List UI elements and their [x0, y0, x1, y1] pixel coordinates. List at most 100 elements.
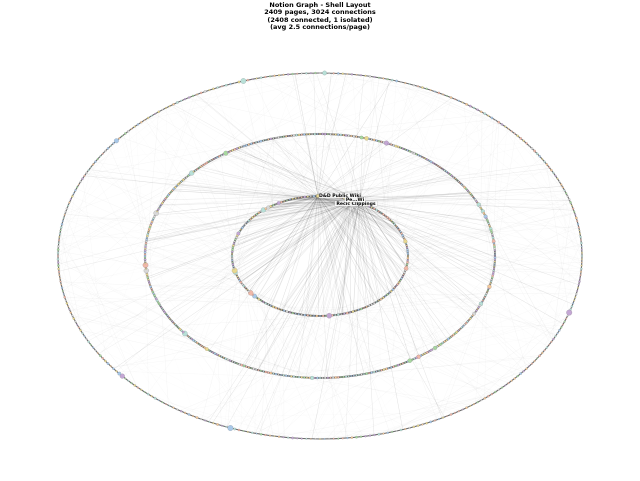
graph-edge: [359, 198, 407, 267]
graph-node: [487, 114, 490, 117]
graph-node: [332, 437, 335, 440]
graph-node: [401, 362, 404, 365]
graph-node: [289, 198, 291, 201]
graph-edge: [359, 198, 496, 258]
graph-edge: [341, 201, 351, 315]
graph-node: [576, 220, 579, 223]
graph-node: [355, 374, 358, 377]
graph-node: [240, 228, 242, 231]
graph-node: [290, 134, 293, 137]
graph-edge: [317, 163, 547, 197]
graph-edge: [154, 113, 293, 200]
graph-edge: [349, 201, 448, 340]
graph-node: [459, 181, 461, 184]
graph-node: [96, 158, 99, 160]
graph-node: [72, 317, 75, 320]
graph-node: [146, 392, 150, 396]
graph-edge: [359, 177, 455, 200]
graph-edge: [404, 195, 472, 274]
graph-node: [446, 415, 448, 417]
graph-node: [484, 294, 487, 297]
graph-node: [223, 150, 229, 156]
graph-edge: [252, 313, 347, 369]
graph-node: [440, 167, 442, 169]
graph-node: [580, 270, 582, 273]
graph-node: [283, 200, 285, 202]
graph-edge: [257, 201, 351, 370]
graph-node: [68, 308, 71, 311]
graph-edge: [323, 133, 351, 203]
graph-edge: [266, 195, 319, 304]
graph-edge: [60, 166, 92, 283]
graph-node: [400, 81, 402, 83]
graph-edge: [381, 370, 454, 414]
graph-edge: [205, 315, 309, 421]
graph-node: [257, 297, 261, 301]
graph-node: [275, 203, 277, 205]
graph-node: [269, 304, 272, 307]
graph-edge: [160, 196, 304, 207]
graph-edge: [203, 311, 354, 421]
graph-node: [178, 327, 182, 331]
graph-edge: [359, 162, 433, 200]
graph-edge: [239, 147, 319, 197]
graph-node: [397, 145, 400, 149]
graph-node: [337, 437, 340, 440]
graph-node: [579, 232, 581, 235]
graph-edge: [90, 166, 238, 278]
graph-edge: [249, 198, 361, 293]
graph-node: [272, 137, 275, 140]
graph-edge: [529, 145, 570, 200]
graph-node: [104, 359, 107, 363]
graph-node: [485, 292, 488, 295]
graph-edge: [432, 162, 571, 202]
graph-edge: [465, 188, 551, 344]
graph-edge: [245, 145, 290, 200]
graph-edge: [307, 297, 384, 316]
graph-node: [112, 367, 115, 370]
graph-node: [483, 296, 486, 299]
graph-edge: [60, 230, 82, 332]
graph-node: [106, 147, 110, 150]
graph-node: [382, 368, 386, 371]
graph-node: [536, 357, 538, 360]
graph-node: [177, 326, 180, 329]
graph-node: [171, 320, 174, 323]
graph-edge: [184, 178, 334, 197]
graph-node: [180, 329, 183, 332]
graph-node: [282, 374, 285, 377]
graph-node: [61, 290, 64, 292]
graph-node: [494, 253, 496, 255]
graph-node: [325, 315, 327, 317]
graph-node: [421, 423, 424, 426]
graph-node: [63, 213, 66, 216]
graph-edge: [145, 176, 188, 270]
graph-node: [446, 95, 448, 97]
graph-edge: [339, 314, 416, 359]
graph-node: [158, 207, 161, 210]
graph-node: [85, 171, 88, 174]
graph-node: [101, 152, 104, 155]
graph-edge: [76, 188, 233, 257]
graph-edge: [243, 201, 351, 286]
graph-edge: [349, 201, 401, 232]
graph-node: [269, 75, 271, 78]
graph-edge: [227, 282, 241, 428]
graph-node: [580, 242, 583, 245]
graph-node: [462, 325, 465, 328]
graph-edge: [261, 304, 268, 435]
graph-node: [168, 404, 171, 407]
graph-node: [220, 355, 223, 358]
graph-node: [189, 336, 191, 339]
graph-node: [316, 376, 319, 380]
graph-node: [510, 130, 513, 133]
graph-node: [566, 195, 569, 198]
graph-edge: [144, 73, 345, 121]
graph-node: [229, 150, 232, 153]
graph-edge: [407, 253, 529, 367]
graph-node: [176, 101, 179, 104]
graph-node: [187, 413, 191, 416]
graph-edge: [317, 195, 407, 245]
graph-node: [59, 277, 61, 280]
graph-node: [554, 335, 557, 338]
